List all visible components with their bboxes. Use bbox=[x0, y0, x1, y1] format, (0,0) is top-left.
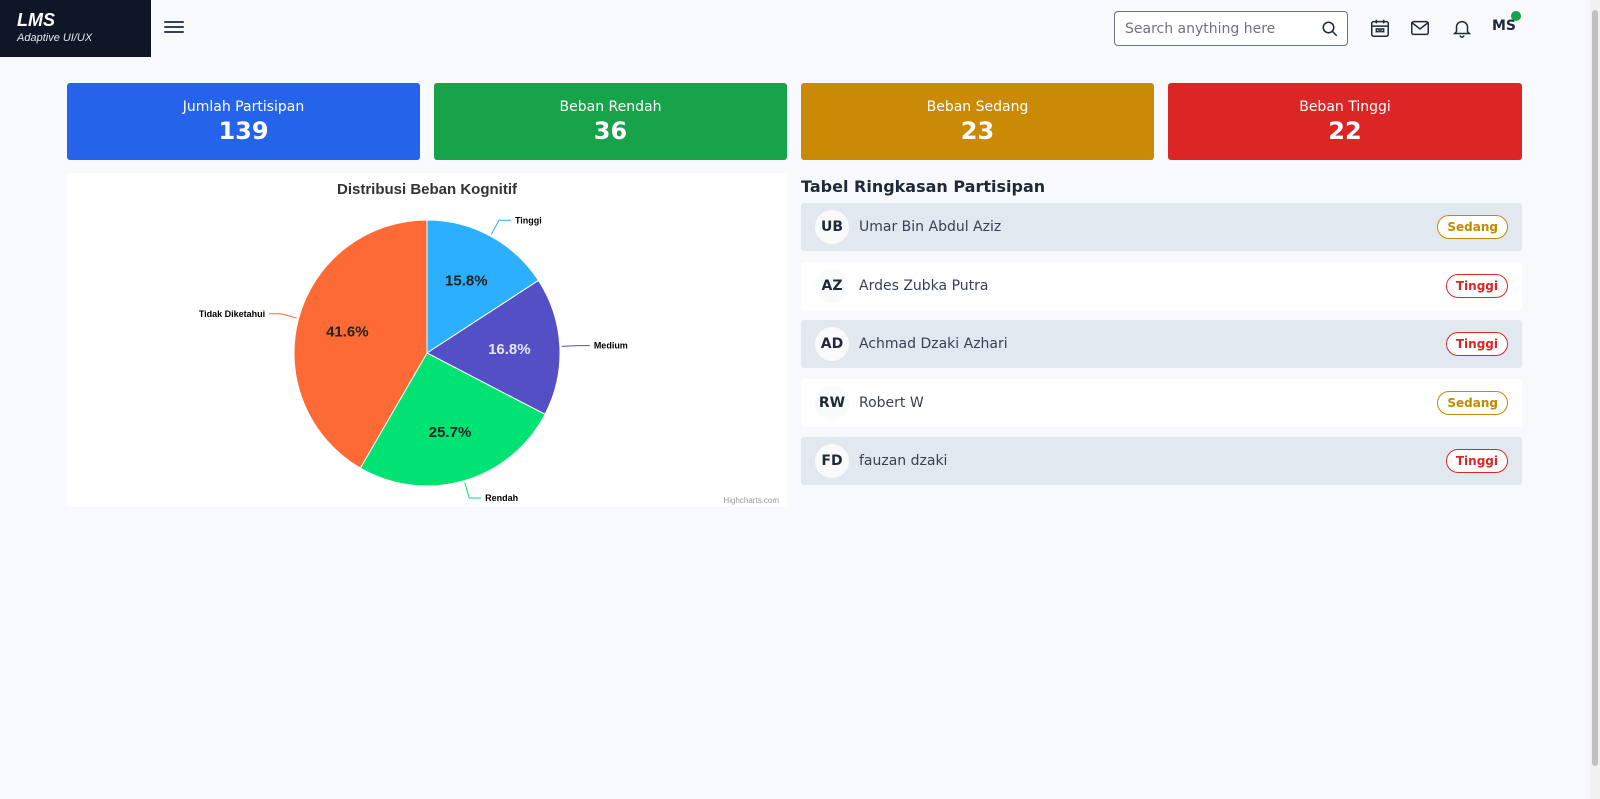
user-avatar[interactable]: MS bbox=[1492, 18, 1517, 34]
pie-connector bbox=[490, 219, 511, 235]
table-row[interactable]: FD fauzan dzaki Tinggi bbox=[801, 437, 1522, 485]
chart-credits[interactable]: Highcharts.com bbox=[723, 496, 779, 505]
card-beban-rendah: Beban Rendah 36 bbox=[434, 83, 787, 160]
pie-connector bbox=[561, 345, 590, 347]
row-avatar: UB bbox=[815, 210, 849, 244]
pie-connector bbox=[464, 482, 482, 499]
table-row[interactable]: UB Umar Bin Abdul Aziz Sedang bbox=[801, 203, 1522, 251]
card-label: Beban Tinggi bbox=[1299, 99, 1391, 115]
pie-percent-label: 25.7% bbox=[429, 424, 472, 441]
online-status-dot bbox=[1511, 11, 1521, 21]
card-label: Beban Sedang bbox=[926, 99, 1029, 115]
status-badge: Tinggi bbox=[1445, 273, 1508, 298]
card-label: Beban Rendah bbox=[559, 99, 662, 115]
pie-slice-medium[interactable] bbox=[426, 279, 561, 416]
chart-title: Distribusi Beban Kognitif bbox=[337, 181, 518, 198]
search-input[interactable] bbox=[1115, 12, 1305, 45]
card-beban-sedang: Beban Sedang 23 bbox=[801, 83, 1154, 160]
table-row[interactable]: AZ Ardes Zubka Putra Tinggi bbox=[801, 261, 1522, 310]
status-badge: Sedang bbox=[1437, 215, 1508, 239]
card-value: 23 bbox=[960, 117, 995, 145]
card-value: 36 bbox=[593, 117, 628, 145]
status-badge: Tinggi bbox=[1445, 332, 1508, 356]
pie-chart: Distribusi Beban Kognitif 15.8% Tinggi 16.… bbox=[199, 181, 780, 505]
search-icon[interactable] bbox=[1321, 20, 1339, 38]
brand-logo[interactable]: LMS Adaptive UI/UX bbox=[0, 0, 151, 57]
table-row[interactable]: RW Robert W Sedang bbox=[801, 378, 1522, 427]
brand-title: LMS bbox=[17, 10, 55, 30]
pie-slice-tinggi[interactable] bbox=[426, 219, 540, 354]
card-label: Jumlah Partisipan bbox=[182, 99, 305, 115]
pie-connector bbox=[269, 313, 297, 319]
pie-slice-tidak-diketahui[interactable] bbox=[293, 219, 428, 469]
row-name: Umar Bin Abdul Aziz bbox=[859, 219, 1002, 235]
pie-name-label: Tinggi bbox=[515, 215, 542, 225]
row-name: Ardes Zubka Putra bbox=[859, 277, 989, 294]
pie-percent-label: 16.8% bbox=[488, 341, 531, 358]
status-badge: Sedang bbox=[1437, 390, 1508, 415]
calendar-icon[interactable] bbox=[1369, 17, 1391, 39]
pie-name-label: Rendah bbox=[485, 493, 518, 503]
row-name: Robert W bbox=[859, 394, 924, 411]
card-value: 22 bbox=[1328, 117, 1362, 145]
brand-subtitle: Adaptive UI/UX bbox=[17, 32, 93, 44]
search-box bbox=[1114, 11, 1348, 46]
card-beban-tinggi: Beban Tinggi 22 bbox=[1168, 83, 1522, 160]
pie-percent-label: 15.8% bbox=[445, 273, 488, 290]
card-jumlah-partisipan: Jumlah Partisipan 139 bbox=[67, 83, 420, 160]
table-row[interactable]: AD Achmad Dzaki Azhari Tinggi bbox=[801, 320, 1522, 368]
card-value: 139 bbox=[218, 117, 269, 145]
pie-percent-label: 41.6% bbox=[326, 324, 369, 341]
mail-icon[interactable] bbox=[1409, 17, 1431, 39]
status-badge: Tinggi bbox=[1445, 449, 1508, 473]
table-title: Tabel Ringkasan Partisipan bbox=[801, 177, 1046, 196]
pie-name-label: Tidak Diketahui bbox=[199, 309, 265, 319]
row-name: Achmad Dzaki Azhari bbox=[859, 336, 1008, 352]
row-avatar: AD bbox=[815, 327, 849, 361]
bell-icon[interactable] bbox=[1451, 17, 1473, 39]
row-name: fauzan dzaki bbox=[859, 453, 948, 469]
menu-toggle-icon[interactable] bbox=[164, 18, 184, 38]
row-avatar: AZ bbox=[815, 268, 849, 303]
row-avatar: FD bbox=[815, 444, 849, 478]
pie-slice-rendah[interactable] bbox=[359, 352, 546, 487]
pie-chart-panel: Distribusi Beban Kognitif 15.8% Tinggi 16.… bbox=[67, 173, 787, 507]
pie-name-label: Medium bbox=[594, 341, 628, 351]
scrollbar[interactable] bbox=[1590, 0, 1600, 799]
row-avatar: RW bbox=[815, 385, 849, 420]
